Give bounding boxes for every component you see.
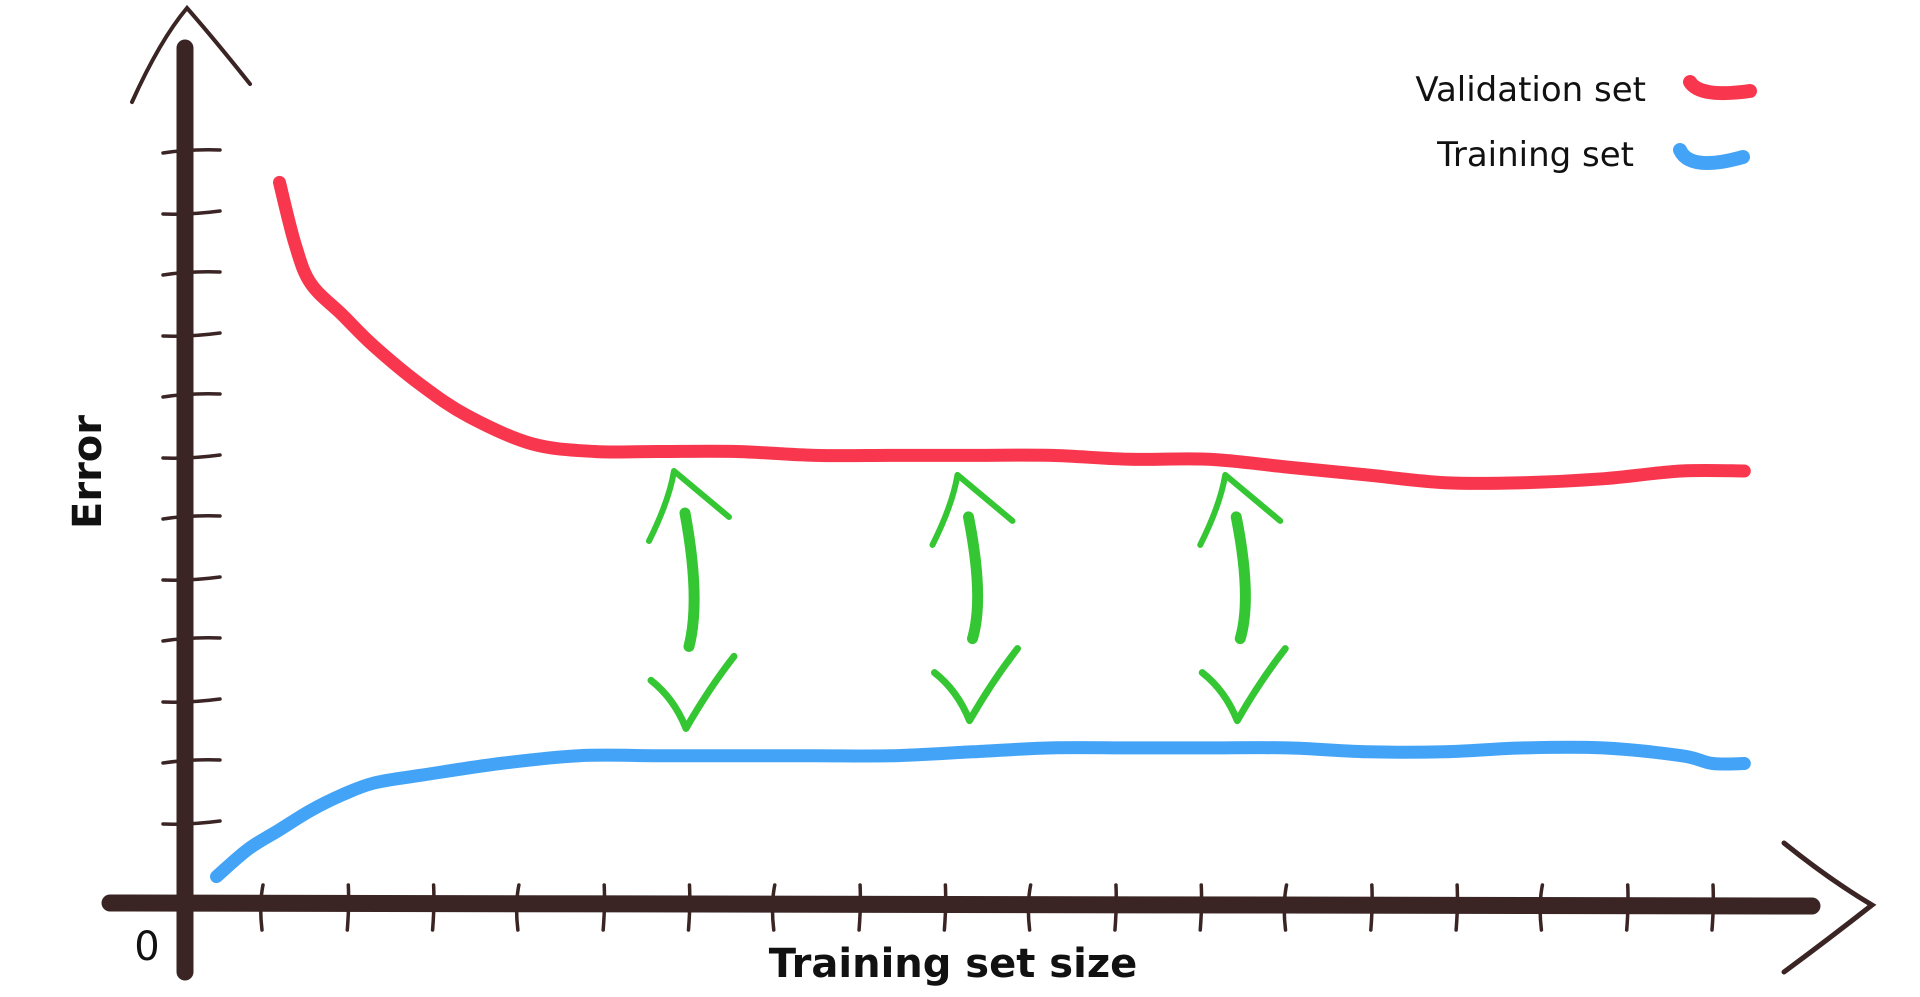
x-axis-title: Training set size	[769, 941, 1137, 987]
gap-double-arrow	[1197, 471, 1289, 725]
x-axis-line	[101, 894, 1821, 915]
arrow-shaft	[963, 511, 984, 645]
arrow-head-down	[931, 645, 1021, 725]
x-axis-arrowhead	[1781, 840, 1877, 975]
legend-label-training: Training set	[1436, 135, 1634, 175]
arrow-shaft	[1230, 511, 1251, 645]
legend: Validation set Training set	[1415, 70, 1757, 175]
gap-double-arrow	[646, 468, 738, 732]
legend-swatch-validation	[1683, 75, 1757, 101]
arrow-head-up	[646, 468, 732, 544]
arrow-head-down	[1198, 645, 1289, 725]
series-layer	[210, 175, 1751, 884]
validation-set-line	[273, 175, 1751, 490]
gap-double-arrow	[929, 471, 1021, 725]
legend-label-validation: Validation set	[1415, 70, 1646, 110]
arrow-head-up	[1197, 471, 1284, 548]
annotation-layer	[646, 468, 1289, 732]
arrow-head-up	[929, 471, 1016, 548]
arrow-head-down	[647, 652, 738, 732]
origin-label: 0	[134, 924, 159, 970]
y-axis-arrowhead	[130, 4, 252, 104]
training-set-line	[210, 740, 1751, 884]
y-axis-title: Error	[65, 415, 111, 529]
arrow-shaft	[679, 507, 700, 652]
legend-swatch-training	[1673, 143, 1750, 171]
